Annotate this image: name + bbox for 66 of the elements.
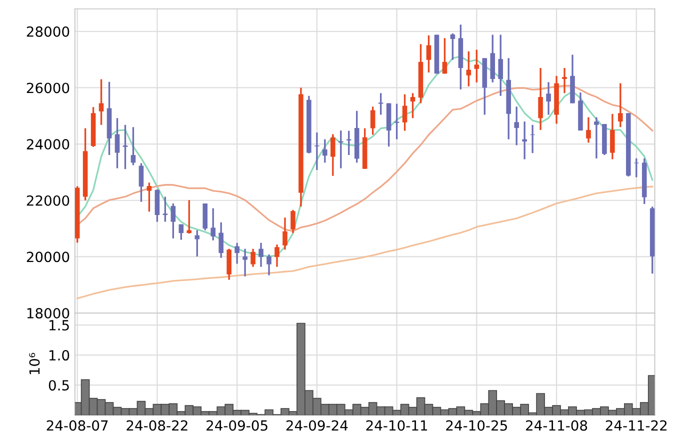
candlestick <box>130 126 136 166</box>
x-tick-label: 24-10-11 <box>366 420 428 431</box>
candlestick <box>322 138 328 164</box>
candlestick <box>218 222 224 259</box>
y-tick-label: 20000 <box>26 252 70 262</box>
candlestick <box>514 106 519 146</box>
candlestick <box>178 223 184 241</box>
candlestick <box>594 116 599 160</box>
candlestick <box>338 130 344 170</box>
candlestick <box>194 229 200 258</box>
y-tick-label: 0.5 <box>48 380 69 391</box>
candlestick <box>210 207 216 242</box>
candlestick <box>330 133 336 177</box>
candlestick <box>522 120 527 160</box>
candlestick <box>250 248 256 268</box>
candlestick <box>274 244 280 268</box>
candlestick <box>450 32 456 61</box>
y-tick-label: 18000 <box>27 308 70 318</box>
y-tick-label: 24000 <box>26 139 70 150</box>
candlestick <box>370 106 376 136</box>
candlestick <box>290 209 296 234</box>
candlestick <box>562 67 567 94</box>
candlestick <box>346 130 352 156</box>
candlestick <box>618 82 623 128</box>
candlestick <box>466 50 472 88</box>
candlestick <box>122 124 128 170</box>
x-tick-label: 24-08-22 <box>126 420 188 431</box>
candlestick <box>138 162 144 203</box>
candlestick <box>586 116 591 144</box>
candlestick <box>410 92 416 119</box>
y-tick-label: 1.0 <box>50 350 70 361</box>
line-series <box>76 186 654 300</box>
x-tick-label: 24-08-07 <box>46 420 108 431</box>
candlestick <box>314 132 320 171</box>
x-tick-label: 24-11-22 <box>606 420 667 431</box>
x-tick-label: 24-09-05 <box>206 420 268 431</box>
y-tick-label: 26000 <box>26 82 70 94</box>
candlestick <box>186 199 192 234</box>
candlestick <box>146 182 152 212</box>
candlestick <box>474 48 480 84</box>
y-tick-label: 22000 <box>26 195 70 206</box>
candlestick <box>442 37 448 74</box>
candlestick <box>170 202 176 240</box>
candlestick <box>378 92 384 116</box>
x-tick-label: 24-10-25 <box>446 420 507 431</box>
candlestick <box>530 124 535 154</box>
candlestick <box>114 117 120 170</box>
candlestick <box>426 34 432 74</box>
candlestick <box>498 34 504 97</box>
x-tick-label: 24-11-08 <box>526 420 588 431</box>
y-tick-label: 1.5 <box>50 320 69 331</box>
candlestick <box>242 248 248 278</box>
candlestick <box>538 67 543 131</box>
candlestick <box>610 113 615 160</box>
candlestick <box>162 196 168 223</box>
x-tick-label: 24-09-24 <box>286 420 348 431</box>
candlestick <box>258 242 264 268</box>
candlestick <box>282 216 288 250</box>
candlestick <box>234 242 240 265</box>
candlestick <box>546 81 551 116</box>
candlestick <box>266 254 272 276</box>
candlestick <box>402 93 408 132</box>
candlestick <box>98 78 104 126</box>
y-axis-title: 10⁶ <box>29 352 40 374</box>
y-tick-label: 28000 <box>26 26 70 37</box>
candlestick <box>634 158 639 178</box>
